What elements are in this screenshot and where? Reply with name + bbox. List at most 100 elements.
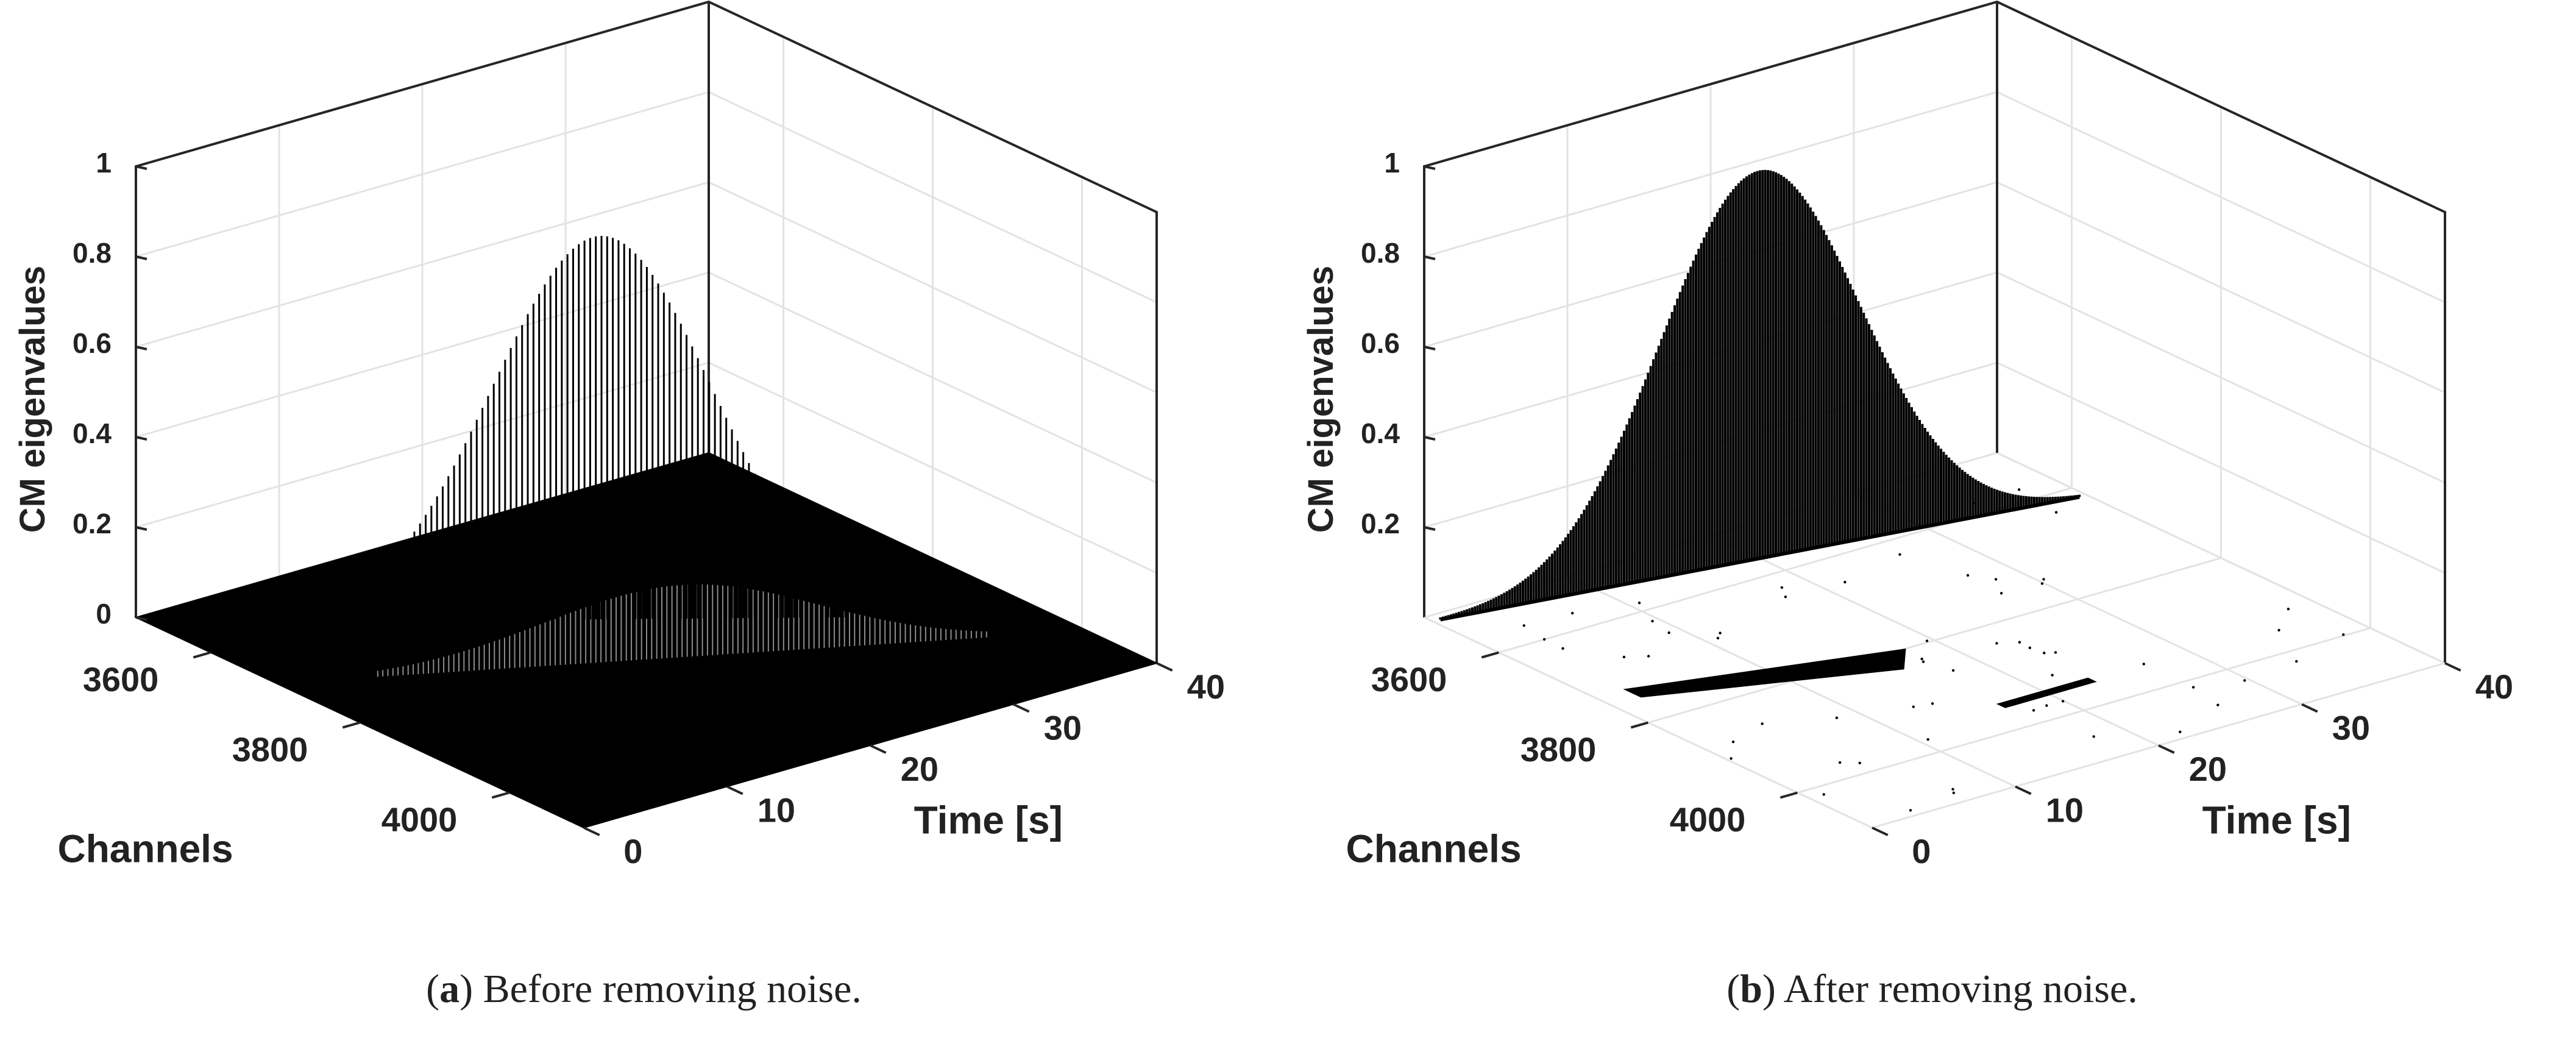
chart-b-noise-dot [2061, 700, 2065, 703]
chart-b-noise-dot [2028, 646, 2032, 650]
chart-a-z-tick [135, 165, 147, 170]
chart-b-z-tick [1424, 165, 1436, 170]
chart-b-svg: 0.2 0.4 0.6 0.8 1 CM eigenvalues 0 10 20 30 40 Time… [1301, 0, 2513, 871]
chart-b-channel-tick [1779, 791, 1798, 799]
chart-b-z-tick-label: 0.6 [1361, 327, 1400, 359]
chart-a-channel-tick-label: 3800 [232, 730, 308, 769]
chart-a-svg: 0 0.2 0.4 0.6 0.8 1 CM eigenvalues 0 10 20 30 40 Tim… [13, 0, 1225, 871]
chart-b-z-tick-label: 1 [1384, 147, 1400, 179]
chart-b-noise-dot [1921, 660, 1925, 663]
chart-a-z-tick [135, 346, 147, 350]
chart-b-c-grid-2 [1797, 177, 2371, 794]
chart-b-noise-dot [2287, 608, 2290, 611]
chart-b-noise-dot [1994, 578, 1998, 581]
chart-a-time-axis: 0 10 20 30 40 Time [s] [583, 662, 1225, 870]
chart-b-noise-dot [1522, 624, 1526, 627]
chart-b-noise-dot [2295, 659, 2298, 663]
chart-b-noise-dot [1966, 574, 1970, 577]
chart-b-noise-dot [1858, 761, 1861, 764]
chart-a-channel-tick [342, 721, 361, 729]
chart-b-noise-dot [1838, 761, 1842, 764]
chart-b-noise-dot [2051, 674, 2054, 677]
chart-b-z-tick [1424, 346, 1436, 350]
chart-b-noise-dot [1731, 740, 1735, 744]
chart-b-noise-residue [1522, 488, 2345, 812]
chart-b-noise-dot [2179, 730, 2182, 733]
chart-b-noise-dot [1647, 655, 1650, 658]
caption-b-text: After removing noise. [1783, 967, 2138, 1011]
chart-panel-b: 0.2 0.4 0.6 0.8 1 CM eigenvalues 0 10 20 30 40 Time… [1288, 0, 2576, 1038]
chart-b-noise-dot [1931, 702, 1934, 705]
chart-a-time-tick-label: 20 [901, 750, 939, 788]
chart-b-noise-dot [2092, 735, 2095, 738]
chart-b-noise-dot [1912, 705, 1915, 708]
chart-b-noise-dot [2191, 686, 2195, 689]
caption-a-text: Before removing noise. [483, 967, 862, 1011]
chart-b-z-axis-label: CM eigenvalues [1301, 266, 1341, 533]
chart-b-time-axis-label: Time [s] [2202, 798, 2351, 842]
chart-a-time-tick [726, 785, 743, 795]
chart-b-noise-dot [2043, 652, 2046, 655]
chart-b-channel-axis-label: Channels [1346, 827, 1521, 871]
chart-b-noise-dot [1909, 809, 1912, 812]
chart-b-noise-dot [2054, 651, 2057, 654]
chart-a-z-tick [135, 436, 147, 441]
chart-b-signal-spikes [1439, 169, 2081, 622]
chart-b-axes-box [1423, 0, 2446, 829]
chart-b-c-grid-0 [1499, 37, 2073, 653]
chart-b-noise-dot [1542, 638, 1546, 641]
chart-b-noise-dot [1637, 601, 1641, 605]
chart-b-noise-dot [2277, 628, 2280, 632]
chart-b-z-tick [1424, 526, 1436, 531]
chart-b-noise-dot [1920, 657, 1923, 661]
chart-b-time-tick-label: 40 [2475, 667, 2513, 706]
chart-b-channel-tick [1630, 721, 1649, 729]
caption-a-letter: a [439, 967, 460, 1011]
chart-a-time-tick [1013, 703, 1030, 713]
chart-b-noise-dot [1667, 631, 1670, 635]
chart-a-z-tick-label: 1 [96, 147, 112, 179]
chart-b-noise-dot [1822, 793, 1825, 796]
chart-a-channel-tick-label: 3600 [83, 660, 159, 699]
chart-a-z-axis: 0 0.2 0.4 0.6 0.8 1 CM eigenvalues [13, 147, 147, 630]
chart-b-time-tick-label: 10 [2046, 791, 2084, 829]
chart-b-noise-dot [2018, 641, 2021, 644]
chart-a-channel-axis: 3600 3800 4000 Channels [57, 651, 510, 871]
chart-panel-a: 0 0.2 0.4 0.6 0.8 1 CM eigenvalues 0 10 20 30 40 Tim… [13, 0, 1225, 1011]
chart-a-channel-tick [491, 791, 510, 799]
chart-b-ridge-base [1439, 495, 2080, 622]
chart-b-noise-dot [2216, 703, 2219, 706]
chart-b-noise-dot [2032, 709, 2035, 712]
chart-a-time-tick-label: 10 [758, 791, 795, 829]
chart-a-channel-axis-label: Channels [57, 827, 233, 871]
chart-b-channel-tick-label: 4000 [1670, 800, 1746, 839]
caption-b-letter: b [1740, 967, 1762, 1011]
chart-a-time-tick [870, 744, 887, 754]
chart-b-noise-dot [1561, 647, 1564, 650]
chart-b-noise-dot [1952, 791, 1956, 795]
chart-b-noise-dot [1843, 580, 1847, 584]
chart-a-z-tick [135, 255, 147, 260]
chart-b-noise-dot [1951, 669, 1955, 672]
chart-a-z-tick-label: 0 [96, 598, 112, 630]
chart-a-time-axis-label: Time [s] [914, 798, 1063, 842]
chart-b-z-tick-label: 0.2 [1361, 508, 1400, 539]
chart-b-time-tick [2015, 785, 2032, 795]
chart-b-noise-dot [1719, 631, 1722, 635]
chart-b-time-tick [1872, 826, 1889, 836]
chart-b-z-tick [1424, 255, 1436, 260]
chart-a-z-tick [135, 526, 147, 531]
chart-b-time-tick-label: 30 [2332, 708, 2370, 747]
chart-b-time-axis: 0 10 20 30 40 Time [s] [1872, 662, 2513, 870]
chart-b-noise-dot [1761, 722, 1764, 725]
chart-a-time-tick-label: 30 [1044, 708, 1082, 747]
chart-a-z-tick-label: 0.4 [73, 418, 112, 449]
chart-b-front-edges [1424, 616, 2446, 829]
chart-b-time-tick-label: 0 [1912, 832, 1931, 870]
chart-b-noise-dot [1925, 639, 1929, 642]
chart-b-noise-dot [1898, 553, 1901, 556]
chart-b-noise-dot [2040, 582, 2044, 585]
chart-a-time-tick-label: 40 [1187, 667, 1225, 706]
chart-b-noise-dot [1784, 595, 1787, 599]
chart-b-noise-dot [1926, 738, 1929, 741]
